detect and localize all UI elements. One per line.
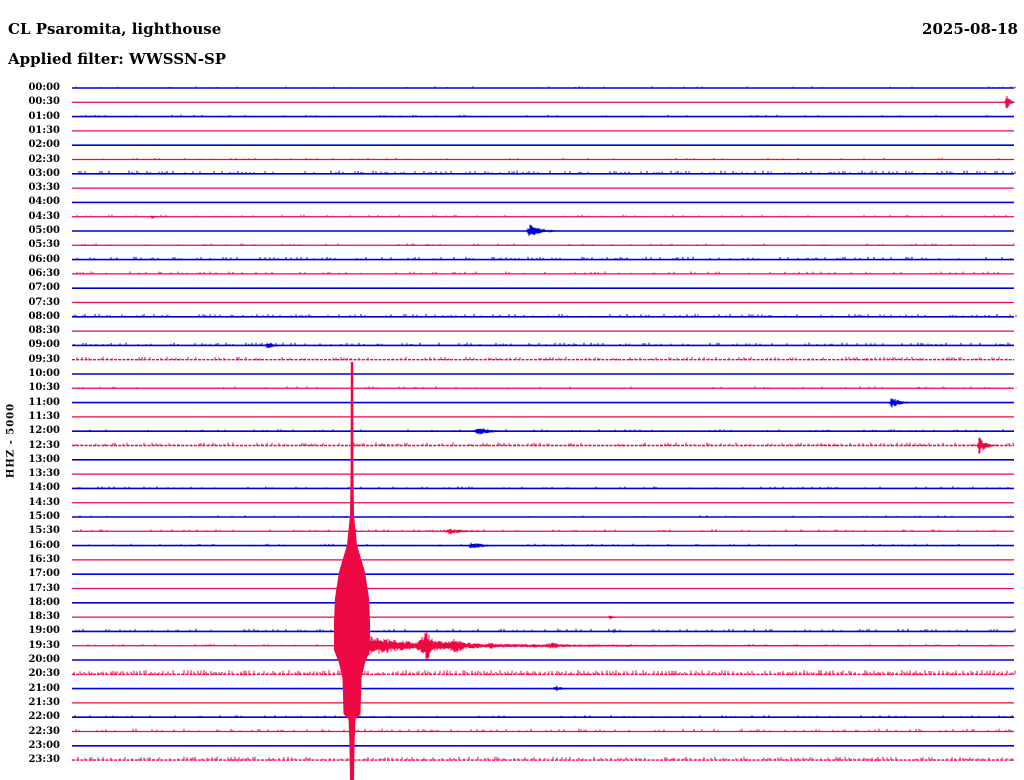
time-label-0330: 03:30 bbox=[28, 182, 60, 193]
time-label-1830: 18:30 bbox=[28, 611, 60, 622]
time-label-2100: 21:00 bbox=[28, 683, 60, 694]
time-label-0900: 09:00 bbox=[28, 339, 60, 350]
time-label-1330: 13:30 bbox=[28, 468, 60, 479]
time-label-1300: 13:00 bbox=[28, 454, 60, 465]
time-label-0500: 05:00 bbox=[28, 225, 60, 236]
page-title: CL Psaromita, lighthouse bbox=[8, 20, 222, 38]
time-label-0700: 07:00 bbox=[28, 282, 60, 293]
time-label-1100: 11:00 bbox=[28, 397, 60, 408]
time-label-1930: 19:30 bbox=[28, 640, 60, 651]
time-label-1230: 12:30 bbox=[28, 440, 60, 451]
time-label-2330: 23:30 bbox=[28, 754, 60, 765]
time-label-0830: 08:30 bbox=[28, 325, 60, 336]
time-label-1400: 14:00 bbox=[28, 482, 60, 493]
time-label-1600: 16:00 bbox=[28, 540, 60, 551]
time-label-1800: 18:00 bbox=[28, 597, 60, 608]
trace-noise-blue bbox=[73, 86, 1017, 718]
time-label-0800: 08:00 bbox=[28, 311, 60, 322]
time-label-1630: 16:30 bbox=[28, 554, 60, 565]
time-label-0030: 00:30 bbox=[28, 96, 60, 107]
time-label-0600: 06:00 bbox=[28, 254, 60, 265]
time-label-0430: 04:30 bbox=[28, 211, 60, 222]
header-date: 2025-08-18 bbox=[922, 20, 1018, 38]
time-label-0400: 04:00 bbox=[28, 196, 60, 207]
trace-noise-red bbox=[73, 96, 1017, 761]
time-label-0100: 01:00 bbox=[28, 111, 60, 122]
time-label-0230: 02:30 bbox=[28, 154, 60, 165]
time-label-2200: 22:00 bbox=[28, 711, 60, 722]
time-label-1700: 17:00 bbox=[28, 568, 60, 579]
time-label-0200: 02:00 bbox=[28, 139, 60, 150]
time-label-0630: 06:30 bbox=[28, 268, 60, 279]
filter-label: Applied filter: WWSSN-SP bbox=[8, 50, 227, 68]
time-label-1530: 15:30 bbox=[28, 525, 60, 536]
time-label-0300: 03:00 bbox=[28, 168, 60, 179]
time-label-2300: 23:00 bbox=[28, 740, 60, 751]
time-label-2230: 22:30 bbox=[28, 726, 60, 737]
major-event-coda bbox=[359, 630, 1014, 662]
time-label-1000: 10:00 bbox=[28, 368, 60, 379]
time-label-1030: 10:30 bbox=[28, 382, 60, 393]
trace-baseline-red bbox=[72, 101, 1014, 733]
trace-baseline-red-noisy bbox=[72, 359, 1014, 761]
time-label-2130: 21:30 bbox=[28, 697, 60, 708]
time-label-1730: 17:30 bbox=[28, 583, 60, 594]
time-label-0730: 07:30 bbox=[28, 297, 60, 308]
time-label-0930: 09:30 bbox=[28, 354, 60, 365]
time-label-0000: 00:00 bbox=[28, 82, 60, 93]
major-event-spindle bbox=[334, 362, 370, 780]
time-label-2000: 20:00 bbox=[28, 654, 60, 665]
time-label-1900: 19:00 bbox=[28, 625, 60, 636]
time-label-1430: 14:30 bbox=[28, 497, 60, 508]
time-label-2030: 20:30 bbox=[28, 668, 60, 679]
time-label-1200: 12:00 bbox=[28, 425, 60, 436]
time-label-1130: 11:30 bbox=[28, 411, 60, 422]
time-label-0530: 05:30 bbox=[28, 239, 60, 250]
time-label-1500: 15:00 bbox=[28, 511, 60, 522]
time-label-0130: 01:30 bbox=[28, 125, 60, 136]
